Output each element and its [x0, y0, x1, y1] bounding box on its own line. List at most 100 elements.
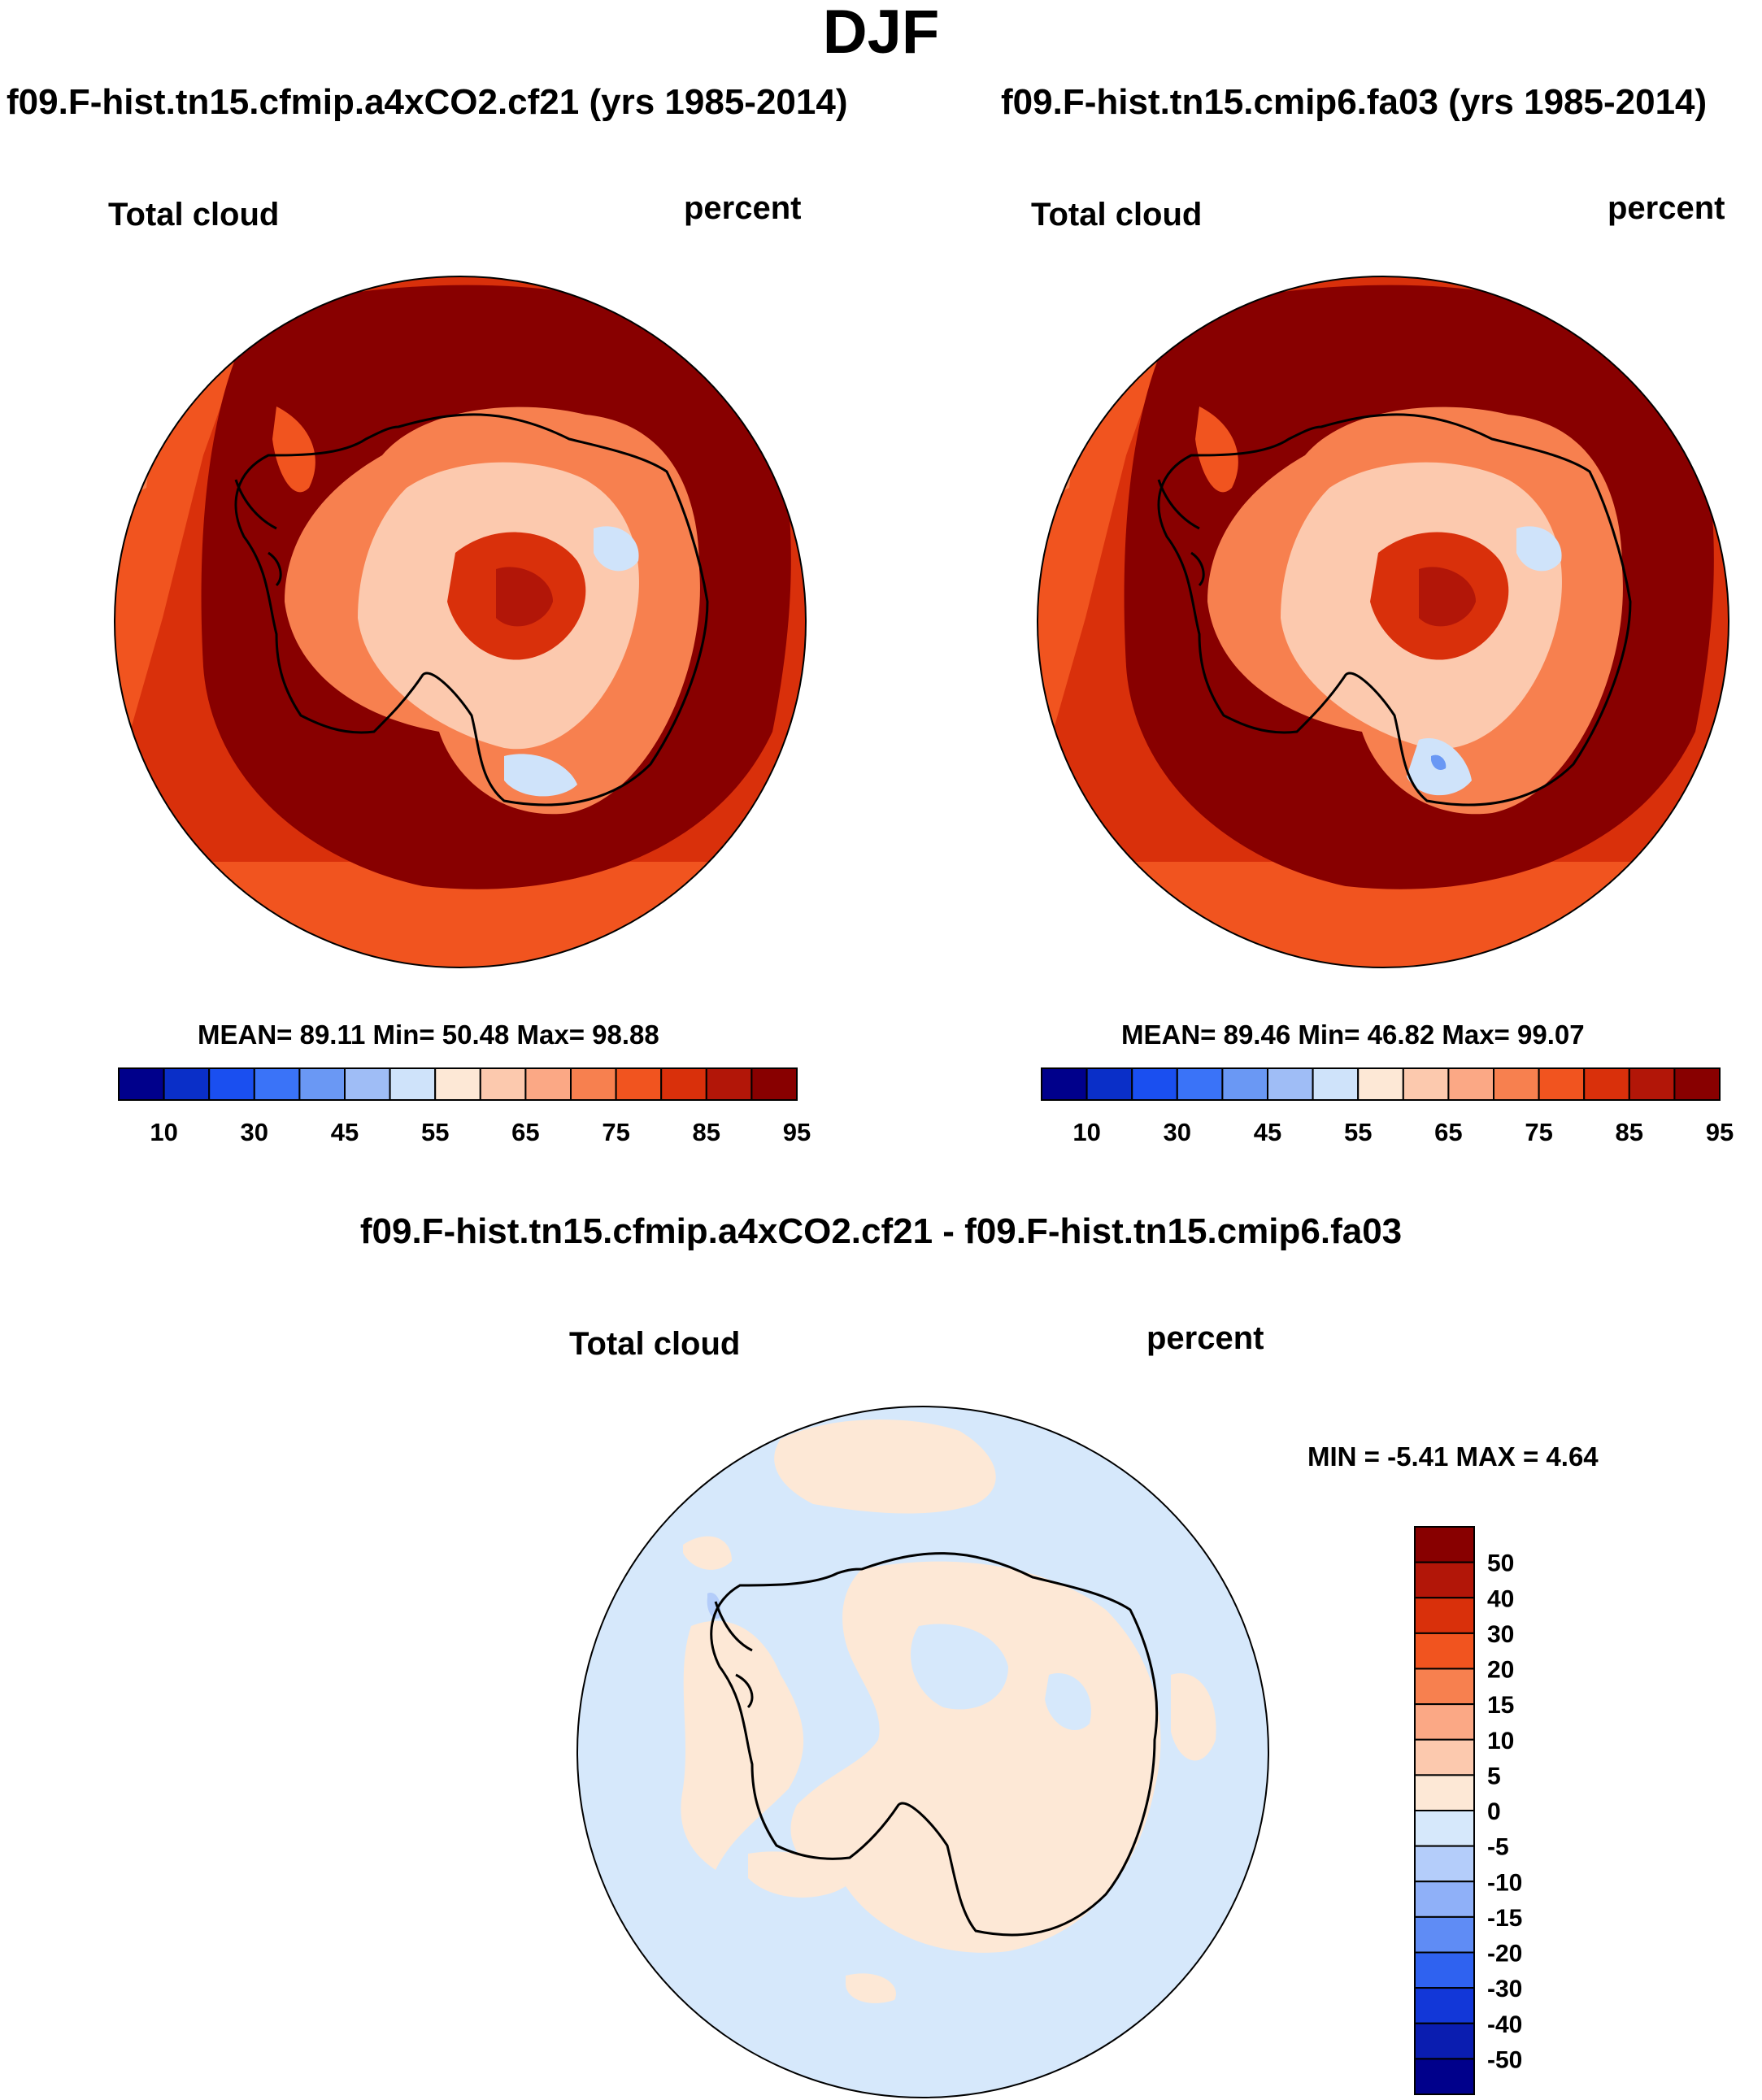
panel2-colorbar-label: 65: [1434, 1118, 1462, 1146]
panel1-colorbar-swatch: [660, 1067, 707, 1101]
diff-colorbar-swatch: [1414, 1703, 1475, 1741]
panel2-map: [1038, 276, 1729, 967]
diff-colorbar-swatch: [1414, 1987, 1475, 2024]
panel2-colorbar-swatch: [1267, 1067, 1314, 1101]
diff-colorbar-swatch: [1414, 1632, 1475, 1670]
panel1-case-title: f09.F-hist.tn15.cfmip.a4xCO2.cf21 (yrs 1…: [7, 82, 848, 122]
diff-colorbar-label: 15: [1487, 1692, 1514, 1719]
panel1-colorbar-swatch: [434, 1067, 481, 1101]
panel1-map-border: [114, 276, 807, 968]
diff-colorbar-swatch: [1414, 1880, 1475, 1918]
panel1-colorbar-swatch: [750, 1067, 798, 1101]
panel2-colorbar-swatch: [1402, 1067, 1450, 1101]
panel1-colorbar-label: 95: [783, 1118, 811, 1146]
diff-colorbar-swatch: [1414, 1951, 1475, 1989]
panel2-variable-label: Total cloud: [1031, 197, 1203, 233]
panel2-colorbar-label: 45: [1254, 1118, 1281, 1146]
panel1-colorbar-label: 30: [241, 1118, 268, 1146]
panel1-colorbar-swatch: [705, 1067, 753, 1101]
panel1-colorbar-swatch: [389, 1067, 437, 1101]
diff-colorbar-swatch: [1414, 1597, 1475, 1634]
panel1-colorbar-label: 55: [421, 1118, 449, 1146]
diff-colorbar-swatch: [1414, 1738, 1475, 1776]
panel2-colorbar-swatch: [1673, 1067, 1721, 1101]
panel2-colorbar: 10 30 45 55 65 75 85 95: [1041, 1067, 1734, 1146]
panel2-colorbar-swatch: [1583, 1067, 1630, 1101]
diff-colorbar-swatch: [1414, 2022, 1475, 2060]
diff-colorbar-label: -15: [1487, 1905, 1522, 1932]
panel1-stats: MEAN= 89.11 Min= 50.48 Max= 98.88: [198, 1020, 659, 1050]
diff-colorbar-swatch: [1414, 1845, 1475, 1883]
figure-title: DJF: [822, 0, 940, 67]
diff-map-border: [576, 1406, 1269, 2098]
panel1-colorbar-swatch: [524, 1067, 572, 1101]
diff-colorbar-swatch: [1414, 1774, 1475, 1811]
panel1-colorbar-swatch: [163, 1067, 211, 1101]
panel2-case-title: f09.F-hist.tn15.cmip6.fa03 (yrs 1985-201…: [1001, 82, 1708, 122]
panel2-colorbar-label: 75: [1525, 1118, 1552, 1146]
diff-colorbar-label: 20: [1487, 1657, 1514, 1684]
diff-case-title: f09.F-hist.tn15.cfmip.a4xCO2.cf21 - f09.…: [359, 1211, 1403, 1251]
panel2-colorbar-swatch: [1085, 1067, 1133, 1101]
panel2-colorbar-swatch: [1357, 1067, 1404, 1101]
diff-colorbar-label: 0: [1487, 1798, 1501, 1825]
panel2-colorbar-swatch: [1447, 1067, 1495, 1101]
panel2-colorbar-swatch: [1041, 1067, 1088, 1101]
panel1-colorbar-label: 75: [602, 1118, 629, 1146]
panel2-colorbar-swatch: [1493, 1067, 1540, 1101]
diff-colorbar-swatch: [1414, 1667, 1475, 1706]
diff-stats: MIN = -5.41 MAX = 4.64: [1307, 1441, 1599, 1472]
diff-colorbar-label: -20: [1487, 1941, 1522, 1967]
panel2-colorbar-swatch: [1221, 1067, 1269, 1101]
panel1-colorbar: 10 30 45 55 65 75 85 95: [118, 1067, 811, 1146]
panel1-colorbar-swatch: [118, 1067, 165, 1101]
panel2-colorbar-label: 30: [1164, 1118, 1191, 1146]
diff-colorbar-label: -30: [1487, 1976, 1522, 2002]
panel1-colorbar-label: 65: [511, 1118, 539, 1146]
diff-colorbar-label: -40: [1487, 2011, 1522, 2038]
diff-colorbar-label: 30: [1487, 1621, 1514, 1648]
panel2-colorbar-swatch: [1312, 1067, 1360, 1101]
panel1-colorbar-swatch: [479, 1067, 527, 1101]
panel1-colorbar-swatch: [253, 1067, 301, 1101]
panel1-colorbar-swatch: [570, 1067, 617, 1101]
panel1-units-label: percent: [684, 190, 802, 226]
panel1-colorbar-swatch: [208, 1067, 255, 1101]
panel2-coastline: [1157, 413, 1632, 807]
diff-colorbar-label: 10: [1487, 1728, 1514, 1754]
panel1-map: [115, 276, 806, 967]
panel1-colorbar-label: 45: [331, 1118, 359, 1146]
diff-colorbar-label: -50: [1487, 2046, 1522, 2073]
diff-variable-label: Total cloud: [569, 1326, 741, 1362]
diff-colorbar-label: -10: [1487, 1869, 1522, 1896]
panel1-colorbar-label: 10: [150, 1118, 177, 1146]
diff-colorbar-swatch: [1414, 1915, 1475, 1954]
panel2-colorbar-swatch: [1176, 1067, 1224, 1101]
diff-units-label: percent: [1146, 1320, 1264, 1356]
panel2-colorbar-label: 95: [1706, 1118, 1734, 1146]
panel2-stats: MEAN= 89.46 Min= 46.82 Max= 99.07: [1121, 1020, 1585, 1050]
panel2-colorbar-swatch: [1131, 1067, 1178, 1101]
diff-map: [577, 1407, 1268, 2098]
diff-colorbar-swatch: [1414, 2058, 1475, 2095]
diff-colorbar-swatch: [1414, 1810, 1475, 1847]
panel1-colorbar-swatch: [615, 1067, 663, 1101]
panel2-colorbar-label: 85: [1616, 1118, 1643, 1146]
panel1-variable-label: Total cloud: [108, 197, 280, 233]
panel2-map-border: [1037, 276, 1729, 968]
diff-colorbar-swatch: [1414, 1561, 1475, 1599]
panel2-colorbar-label: 10: [1072, 1118, 1100, 1146]
panel2-units-label: percent: [1608, 190, 1725, 226]
diff-colorbar-swatch: [1414, 1526, 1475, 1563]
panel1-colorbar-label: 85: [693, 1118, 720, 1146]
panel2-colorbar-swatch: [1628, 1067, 1676, 1101]
diff-colorbar-label: 5: [1487, 1763, 1501, 1789]
panel2-colorbar-label: 55: [1344, 1118, 1372, 1146]
panel1-colorbar-swatch: [298, 1067, 346, 1101]
diff-colorbar-label: -5: [1487, 1834, 1509, 1861]
diff-colorbar-label: 40: [1487, 1585, 1514, 1612]
panel1-coastline: [234, 413, 709, 807]
diff-coastline: [710, 1552, 1159, 1937]
panel2-colorbar-swatch: [1538, 1067, 1586, 1101]
